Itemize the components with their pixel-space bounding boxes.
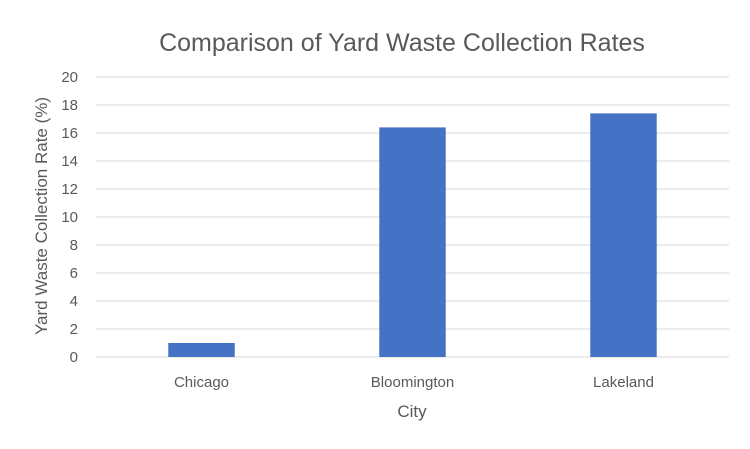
x-tick-label: Chicago (174, 374, 229, 391)
x-axis-ticks: Chicago Bloomington Lakeland (174, 374, 654, 391)
y-tick-label: 6 (70, 265, 78, 282)
y-tick-label: 16 (61, 125, 78, 142)
y-tick-label: 12 (61, 181, 78, 198)
x-tick-label: Bloomington (371, 374, 454, 391)
y-tick-label: 8 (70, 237, 78, 254)
y-tick-label: 10 (61, 209, 78, 226)
y-tick-label: 2 (70, 321, 78, 338)
bars (168, 113, 657, 358)
y-axis-label: Yard Waste Collection Rate (%) (32, 97, 51, 335)
y-tick-label: 4 (70, 293, 78, 310)
y-tick-label: 14 (61, 153, 78, 170)
x-tick-label: Lakeland (593, 374, 654, 391)
bar-lakeland (590, 113, 657, 358)
x-axis-label: City (397, 402, 427, 421)
y-tick-label: 0 (70, 349, 78, 366)
y-axis-ticks: 0 2 4 6 8 10 12 14 16 18 20 (61, 69, 78, 366)
y-tick-label: 18 (61, 97, 78, 114)
chart-title: Comparison of Yard Waste Collection Rate… (159, 29, 645, 57)
y-tick-label: 20 (61, 69, 78, 86)
bar-chicago (168, 343, 235, 357)
bar-bloomington (379, 127, 446, 358)
